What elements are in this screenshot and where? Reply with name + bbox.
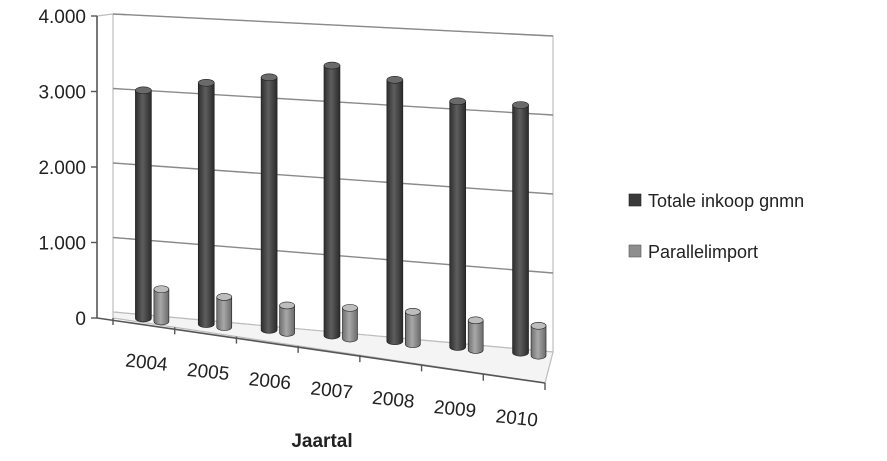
bar-parallelimport: [530, 322, 547, 360]
bar-totale-inkoop: [260, 73, 278, 334]
side-wall-top-edge: [96, 13, 114, 17]
y-tick-label: 3.000: [38, 83, 86, 104]
bar-totale-inkoop: [197, 78, 215, 328]
x-tick-label: 2009: [433, 397, 477, 422]
bar-parallelimport: [405, 307, 421, 349]
bar-parallelimport: [467, 316, 484, 354]
x-tick-label: 2007: [309, 378, 353, 403]
legend-item-parallelimport: Parallelimport: [628, 242, 758, 262]
bar-totale-inkoop: [386, 76, 404, 346]
bar-parallelimport: [279, 301, 295, 337]
legend-label-parallelimport: Parallelimport: [648, 242, 758, 262]
y-tick-label: 1.000: [38, 234, 86, 255]
x-axis-tick-labels: 2004 2005 2006 2007 2008 2009 2010: [124, 351, 539, 432]
legend: Totale inkoop gnmn Parallelimport: [628, 191, 804, 262]
legend-label-totale-inkoop: Totale inkoop gnmn: [648, 191, 804, 211]
axes: [91, 15, 546, 390]
legend-swatch-totale-inkoop: [628, 193, 642, 207]
bar-totale-inkoop: [135, 86, 152, 323]
x-tick-label: 2005: [186, 360, 230, 385]
y-axis-tick-labels: 0 1.000 2.000 3.000 4.000: [38, 7, 86, 330]
x-tick-label: 2004: [124, 351, 169, 376]
bar-parallelimport: [216, 293, 233, 331]
x-tick-label: 2008: [371, 388, 415, 413]
gridline: [112, 13, 554, 37]
legend-swatch-parallelimport: [628, 244, 642, 258]
bar-totale-inkoop: [512, 101, 529, 357]
legend-item-totale-inkoop: Totale inkoop gnmn: [628, 191, 804, 211]
y-tick-label: 0: [75, 309, 86, 330]
y-tick-label: 4.000: [38, 7, 86, 28]
bar-totale-inkoop: [449, 97, 466, 351]
x-tick-label: 2006: [248, 369, 292, 394]
x-tick-label: 2010: [495, 406, 539, 431]
bar-parallelimport: [342, 304, 358, 343]
x-axis-title: Jaartal: [291, 431, 352, 452]
bars: [135, 61, 547, 360]
y-tick-label: 2.000: [38, 158, 86, 179]
x-axis-line: [96, 317, 546, 384]
bar-parallelimport: [153, 285, 170, 326]
bar-totale-inkoop: [323, 61, 341, 340]
